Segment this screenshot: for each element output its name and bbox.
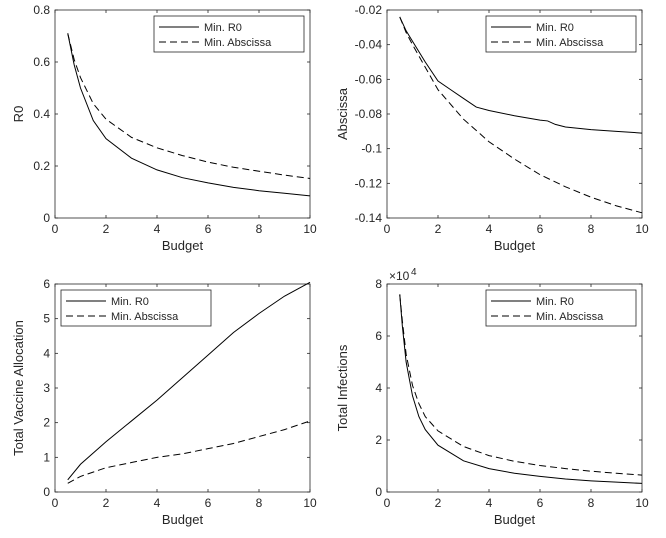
x-axis-label: Budget (162, 512, 204, 527)
y-tick-label: 0 (43, 211, 50, 225)
legend-label: Min. Abscissa (536, 311, 604, 323)
series-line-min-abscissa (399, 294, 643, 476)
y-tick-label: 1 (43, 450, 50, 464)
legend-label: Min. Abscissa (204, 37, 272, 49)
y-tick-label: 8 (375, 277, 382, 291)
x-tick-label: 0 (52, 496, 59, 510)
y-tick-label: 2 (375, 433, 382, 447)
y-tick-label: 0 (375, 485, 382, 499)
y-tick-label: -0.02 (355, 3, 383, 17)
y-tick-label: 0.2 (33, 159, 50, 173)
y-multiplier-exponent: 4 (411, 267, 417, 278)
x-tick-label: 0 (384, 222, 391, 236)
series-line-min-abscissa (399, 16, 643, 214)
series-line-min-r0 (67, 281, 311, 481)
legend-box (60, 289, 212, 327)
series-line-min-r0 (399, 294, 643, 484)
x-tick-label: 10 (303, 222, 317, 236)
legend: Min. R0 Min. Abscissa (485, 15, 637, 53)
legend: Min. R0 Min. Abscissa (153, 15, 305, 53)
y-tick-label: 4 (375, 381, 382, 395)
y-axis-label: R0 (11, 106, 26, 123)
y-multiplier: ×10 (389, 269, 410, 283)
x-tick-label: 2 (435, 222, 442, 236)
series-line-min-r0 (67, 33, 311, 197)
y-tick-label: -0.12 (355, 176, 383, 190)
legend-label: Min. R0 (536, 22, 574, 34)
x-tick-label: 2 (103, 496, 110, 510)
legend: Min. R0 Min. Abscissa (60, 289, 212, 327)
x-tick-label: 6 (205, 496, 212, 510)
x-tick-label: 8 (256, 222, 263, 236)
x-tick-label: 2 (435, 496, 442, 510)
y-axis-label: Total Vaccine Allocation (11, 320, 26, 456)
y-axis-label: Abscissa (335, 87, 350, 140)
x-tick-label: 10 (635, 222, 649, 236)
x-axis-label: Budget (494, 512, 536, 527)
y-tick-label: 5 (43, 312, 50, 326)
x-tick-label: 4 (154, 222, 161, 236)
y-tick-label: -0.04 (355, 38, 383, 52)
x-tick-label: 10 (635, 496, 649, 510)
y-tick-label: 4 (43, 346, 50, 360)
legend-label: Min. R0 (204, 22, 242, 34)
chart-panel-2: 0 2 4 6 8 10 -0.14 -0.12 -0.1 -0.08 -0.06 -0.04 -0.0… (335, 3, 649, 253)
x-tick-label: 2 (103, 222, 110, 236)
x-tick-label: 0 (384, 496, 391, 510)
x-tick-label: 0 (52, 222, 59, 236)
legend-box (485, 289, 637, 327)
x-tick-label: 8 (256, 496, 263, 510)
y-tick-label: 0 (43, 485, 50, 499)
legend-label: Min. R0 (536, 296, 574, 308)
y-tick-label: -0.06 (355, 72, 383, 86)
x-tick-label: 10 (303, 496, 317, 510)
x-axis-label: Budget (494, 238, 536, 253)
x-tick-label: 6 (537, 496, 544, 510)
y-axis-label: Total Infections (335, 344, 350, 431)
y-tick-label: 0.4 (33, 107, 50, 121)
x-tick-label: 4 (486, 222, 493, 236)
y-tick-label: 6 (43, 277, 50, 291)
y-tick-label: -0.08 (355, 107, 383, 121)
legend-label: Min. Abscissa (111, 311, 179, 323)
x-tick-label: 8 (588, 222, 595, 236)
x-tick-label: 8 (588, 496, 595, 510)
x-tick-label: 6 (205, 222, 212, 236)
legend-box (153, 15, 305, 53)
x-axis-label: Budget (162, 238, 204, 253)
legend-box (485, 15, 637, 53)
legend-label: Min. Abscissa (536, 37, 604, 49)
series-line-min-r0 (399, 16, 643, 134)
y-tick-label: 6 (375, 329, 382, 343)
x-tick-label: 4 (486, 496, 493, 510)
y-tick-label: -0.14 (355, 211, 383, 225)
series-line-min-abscissa (67, 33, 311, 179)
legend-label: Min. R0 (111, 296, 149, 308)
y-tick-label: 2 (43, 416, 50, 430)
legend: Min. R0 Min. Abscissa (485, 289, 637, 327)
y-tick-label: 0.8 (33, 3, 50, 17)
y-tick-label: -0.1 (361, 142, 382, 156)
y-tick-label: 3 (43, 381, 50, 395)
x-tick-label: 4 (154, 496, 161, 510)
x-tick-label: 6 (537, 222, 544, 236)
y-tick-label: 0.6 (33, 55, 50, 69)
